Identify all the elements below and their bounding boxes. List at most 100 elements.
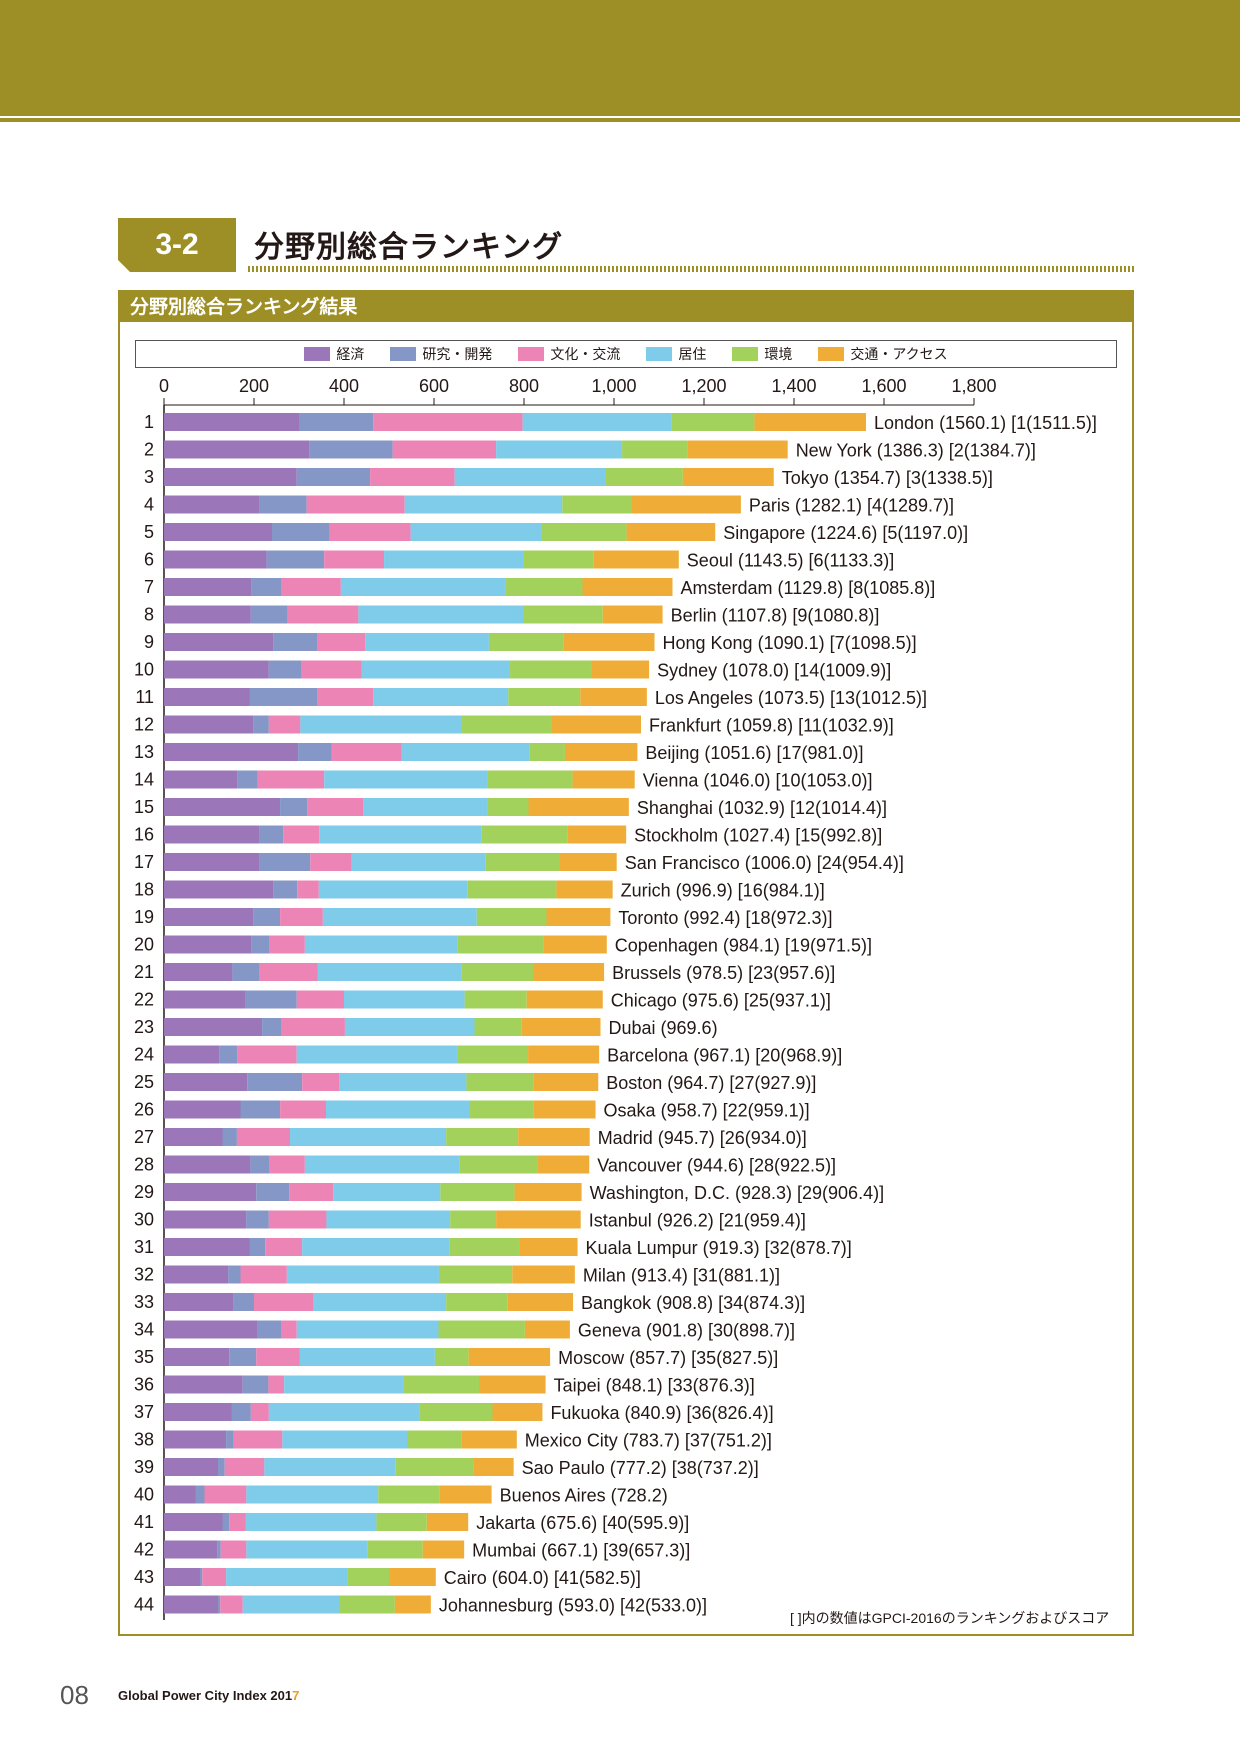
bar-segment-accessibility — [632, 495, 741, 514]
bar-segment-livability — [324, 770, 488, 789]
bar-segment-livability — [351, 853, 486, 871]
bar-segment-culture — [297, 880, 319, 899]
bar-segment-culture — [373, 413, 523, 431]
rank-label: 44 — [134, 1595, 154, 1615]
bar-segment-culture — [370, 468, 455, 486]
bar-segment-environment — [457, 1045, 529, 1064]
bar-segment-rnd — [249, 1238, 266, 1256]
legend-item-livability: 居住 — [646, 344, 706, 364]
bar-segment-livability — [326, 1100, 470, 1119]
bar-segment-accessibility — [422, 1540, 465, 1559]
bar-segment-livability — [299, 1348, 435, 1366]
bar-segment-economy — [164, 798, 281, 816]
bar-segment-rnd — [259, 853, 311, 871]
bar-segment-rnd — [262, 1018, 281, 1036]
bar-segment-rnd — [222, 1513, 230, 1531]
legend-swatch — [732, 347, 759, 361]
bar-segment-economy — [164, 1265, 229, 1284]
bar-segment-accessibility — [468, 1348, 551, 1366]
bar-segment-rnd — [272, 523, 330, 541]
city-score-label: Brussels (978.5) [23(957.6)] — [612, 963, 835, 983]
bar-segment-culture — [269, 935, 305, 954]
bar-segment-rnd — [245, 990, 297, 1009]
bar-segment-livability — [300, 715, 462, 734]
bar-segment-rnd — [233, 1293, 254, 1311]
bar-segment-livability — [333, 1183, 441, 1201]
bar-segment-livability — [454, 468, 606, 486]
bar-segment-accessibility — [556, 880, 613, 899]
bar-segment-livability — [340, 578, 506, 596]
bar-segment-accessibility — [533, 1100, 596, 1119]
bar-segment-culture — [220, 1595, 243, 1614]
rank-label: 7 — [144, 577, 154, 597]
bar-segment-environment — [446, 1128, 519, 1146]
rank-label: 32 — [134, 1265, 154, 1285]
bar-segment-environment — [474, 1018, 522, 1036]
bar-segment-culture — [281, 1018, 345, 1036]
bar-segment-culture — [224, 1458, 265, 1476]
bar-segment-culture — [317, 633, 366, 651]
legend-item-environment: 環境 — [732, 344, 792, 364]
rank-label: 1 — [144, 412, 154, 432]
bar-segment-accessibility — [526, 990, 603, 1009]
bar-segment-livability — [404, 495, 563, 514]
bar-segment-economy — [164, 1238, 250, 1256]
bar-segment-economy — [164, 660, 269, 679]
bar-segment-economy — [164, 1293, 234, 1311]
city-score-label: Vienna (1046.0) [10(1053.0)] — [643, 771, 873, 791]
bar-segment-culture — [331, 743, 402, 761]
rank-label: 29 — [134, 1182, 154, 1202]
rank-label: 25 — [134, 1072, 154, 1092]
stacked-bar-chart: 0 200 400 600 800 1,000 1,200 1,400 1,600 1,800 1 L… — [134, 376, 1097, 1620]
rank-label: 3 — [144, 467, 154, 487]
bar-segment-accessibility — [546, 908, 611, 926]
bar-segment-livability — [326, 1210, 451, 1229]
bar-segment-environment — [446, 1293, 508, 1311]
bar-segment-accessibility — [439, 1485, 492, 1504]
publication-title: Global Power City Index 201 — [118, 1688, 293, 1703]
bar-segment-culture — [280, 1100, 326, 1119]
bar-segment-rnd — [228, 1265, 241, 1284]
page-number: 08 — [60, 1680, 89, 1710]
bar-segment-rnd — [242, 1375, 269, 1394]
bar-segment-rnd — [250, 1155, 270, 1174]
city-score-label: Boston (964.7) [27(927.9)] — [606, 1073, 816, 1093]
bar-segment-environment — [376, 1513, 427, 1531]
city-score-label: Jakarta (675.6) [40(595.9)] — [476, 1513, 689, 1533]
bar-segment-accessibility — [479, 1375, 546, 1394]
bar-segment-environment — [562, 495, 632, 514]
bar-segment-livability — [246, 1540, 368, 1559]
city-score-label: San Francisco (1006.0) [24(954.4)] — [625, 853, 904, 873]
chart-subheading: 分野別総合ランキング結果 — [118, 290, 1134, 320]
bar-segment-culture — [289, 1183, 334, 1201]
bar-segment-accessibility — [682, 468, 774, 486]
bar-segment-livability — [401, 743, 530, 761]
bar-segment-accessibility — [496, 1210, 581, 1229]
bar-segment-economy — [164, 1348, 230, 1366]
bar-segment-economy — [164, 1100, 241, 1119]
bar-segment-livability — [363, 798, 488, 816]
rank-label: 41 — [134, 1512, 154, 1532]
bar-segment-livability — [373, 688, 509, 706]
bar-segment-economy — [164, 1595, 218, 1614]
bar-segment-environment — [367, 1540, 423, 1559]
bar-segment-culture — [281, 578, 341, 596]
dotted-divider — [248, 266, 1134, 272]
bar-segment-environment — [419, 1403, 493, 1421]
bar-segment-economy — [164, 1375, 243, 1394]
bar-segment-livability — [296, 1045, 458, 1064]
publication-name: Global Power City Index 2017 — [118, 1688, 299, 1703]
x-tick-label: 600 — [419, 376, 449, 396]
bar-segment-economy — [164, 908, 254, 926]
bar-segment-culture — [265, 1238, 303, 1256]
bar-segment-accessibility — [754, 413, 866, 431]
bar-segment-environment — [339, 1595, 395, 1614]
legend-label: 研究・開発 — [422, 346, 493, 362]
bar-segment-environment — [403, 1375, 479, 1394]
city-score-label: Stockholm (1027.4) [15(992.8)] — [634, 826, 882, 846]
rank-label: 39 — [134, 1457, 154, 1477]
city-score-label: Berlin (1107.8) [9(1080.8)] — [671, 606, 880, 626]
bar-segment-rnd — [251, 935, 270, 954]
bar-segment-culture — [233, 1430, 283, 1449]
rank-label: 43 — [134, 1567, 154, 1587]
